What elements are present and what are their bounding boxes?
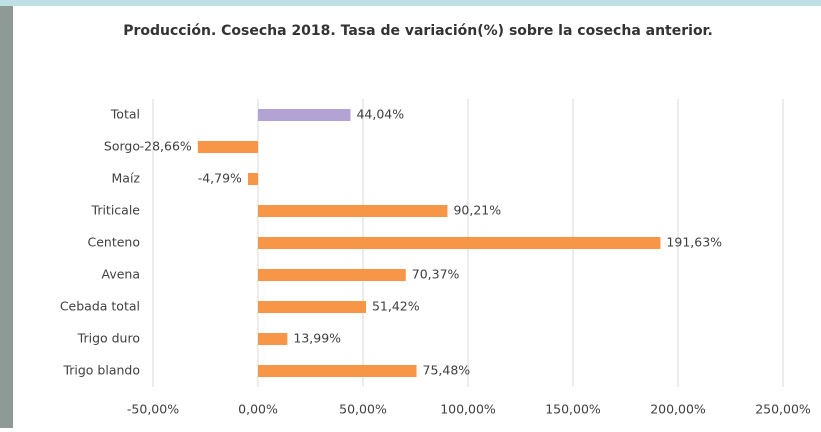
bar [258,301,366,313]
value-label: 90,21% [453,203,501,218]
bar [258,269,406,281]
y-tick-label: Avena [102,267,141,282]
x-tick-label: 250,00% [755,402,811,417]
value-label: 70,37% [412,267,460,282]
value-label: -28,66% [140,139,192,154]
value-label: 191,63% [666,235,722,250]
chart-title: Producción. Cosecha 2018. Tasa de variac… [123,23,713,39]
bar [258,365,417,377]
value-label: 75,48% [423,363,471,378]
x-tick-label: 50,00% [339,402,387,417]
bar [258,237,661,249]
bar [258,205,448,217]
value-label: 51,42% [372,299,420,314]
value-label: 13,99% [293,331,341,346]
value-label: -4,79% [198,171,242,186]
y-tick-label: Trigo duro [77,331,140,346]
y-tick-label: Triticale [91,203,141,218]
y-tick-label: Sorgo [104,139,140,154]
y-tick-label: Trigo blando [62,363,140,378]
x-tick-label: 150,00% [545,402,601,417]
value-label: 44,04% [356,107,404,122]
y-tick-label: Total [110,107,140,122]
y-tick-label: Maíz [112,171,141,186]
x-tick-label: -50,00% [127,402,179,417]
bar [197,141,258,153]
x-tick-label: 100,00% [440,402,496,417]
top-strip [0,0,821,6]
x-tick-label: 200,00% [650,402,706,417]
y-tick-label: Centeno [87,235,140,250]
bar [258,333,288,345]
bar [247,173,258,185]
bar [258,109,351,121]
y-tick-label: Cebada total [60,299,140,314]
x-tick-label: 0,00% [238,402,278,417]
